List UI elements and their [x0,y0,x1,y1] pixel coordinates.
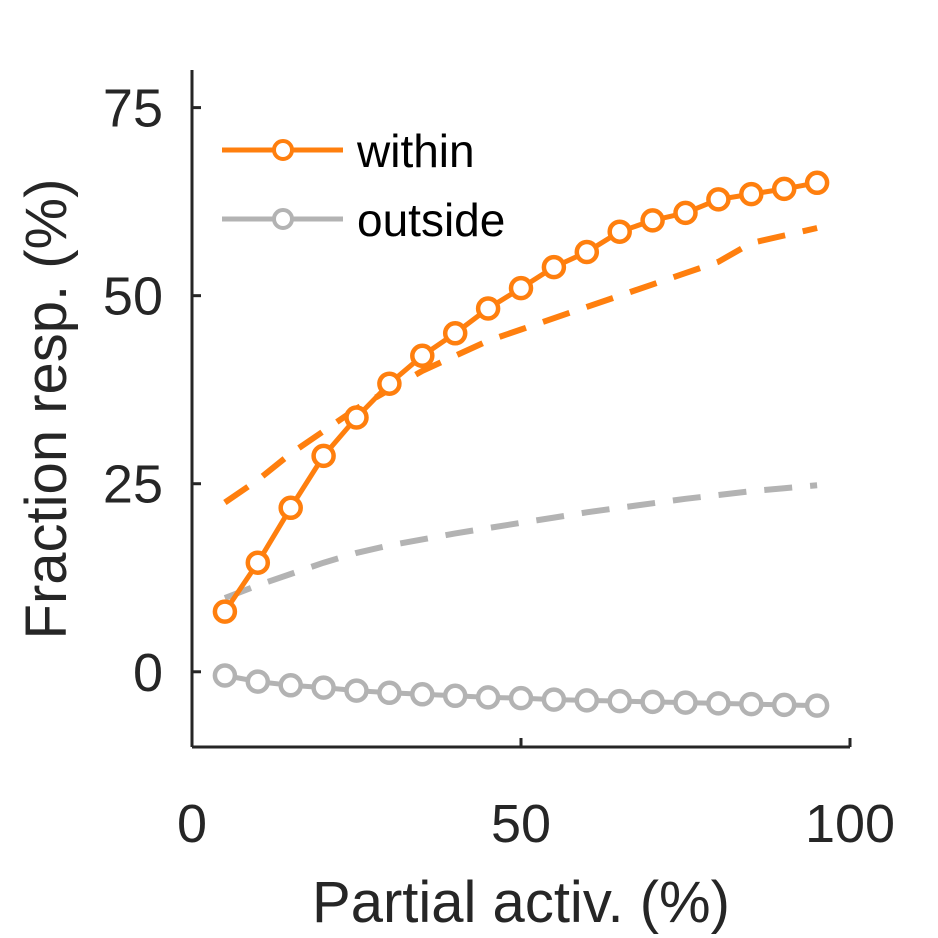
legend-label-outside: outside [357,194,505,246]
legend-item-within: within [222,125,475,177]
point-within-55 [541,254,567,280]
point-within-35 [410,343,435,369]
point-within-40 [442,321,468,346]
point-outside-10 [245,669,271,694]
point-within-85 [739,181,764,207]
x-tick-label-0: 0 [177,794,207,854]
point-within-5 [212,599,238,624]
point-within-80 [706,187,731,212]
fit-lines [223,225,818,601]
point-outside-85 [739,691,764,717]
point-outside-55 [541,687,567,712]
series-outside [212,663,830,718]
point-within-10 [245,550,271,575]
series-within [212,170,830,624]
x-tick-label-50: 50 [491,794,551,854]
point-outside-20 [311,675,336,700]
legend-marker-within [272,139,294,161]
point-outside-60 [574,688,600,713]
point-outside-15 [278,673,303,698]
point-within-20 [311,443,336,469]
point-outside-90 [771,692,797,718]
y-tick-label-50: 50 [103,267,163,327]
y-tick-label-25: 25 [103,455,163,515]
y-ticks: 0 25 50 75 [103,79,201,703]
axes [190,70,850,749]
point-outside-95 [804,693,830,718]
point-within-75 [673,200,698,226]
series-line-within [222,180,818,613]
point-within-25 [344,405,369,430]
x-tick-label-100: 100 [805,794,895,854]
point-within-15 [278,495,303,521]
dashed-line-3 [223,482,818,601]
point-within-65 [607,219,632,244]
legend: within outside [222,125,505,246]
point-within-60 [574,239,600,265]
point-within-70 [640,208,665,233]
point-outside-50 [508,685,534,711]
point-outside-75 [673,690,698,715]
point-within-45 [475,296,501,321]
legend-item-outside: outside [222,194,505,246]
point-outside-40 [442,683,468,709]
point-outside-45 [475,685,501,710]
y-tick-label-75: 75 [103,79,163,139]
legend-label-within: within [356,125,475,177]
y-tick-label-0: 0 [133,643,163,703]
data-series [212,170,830,718]
point-outside-25 [344,678,369,703]
point-outside-70 [640,689,665,715]
legend-marker-outside [272,208,294,230]
point-within-95 [804,170,830,196]
point-outside-35 [410,682,435,707]
point-outside-65 [607,688,632,714]
point-outside-5 [212,663,238,688]
x-ticks: 0 50 100 [177,738,895,854]
x-axis-title: Partial activ. (%) [312,870,730,935]
point-within-90 [771,176,797,202]
point-within-30 [377,371,402,396]
point-outside-30 [377,680,402,706]
point-outside-80 [706,691,731,716]
y-axis-title: Fraction resp. (%) [14,179,79,640]
dashed-line-2 [223,225,818,505]
point-within-50 [508,275,534,301]
